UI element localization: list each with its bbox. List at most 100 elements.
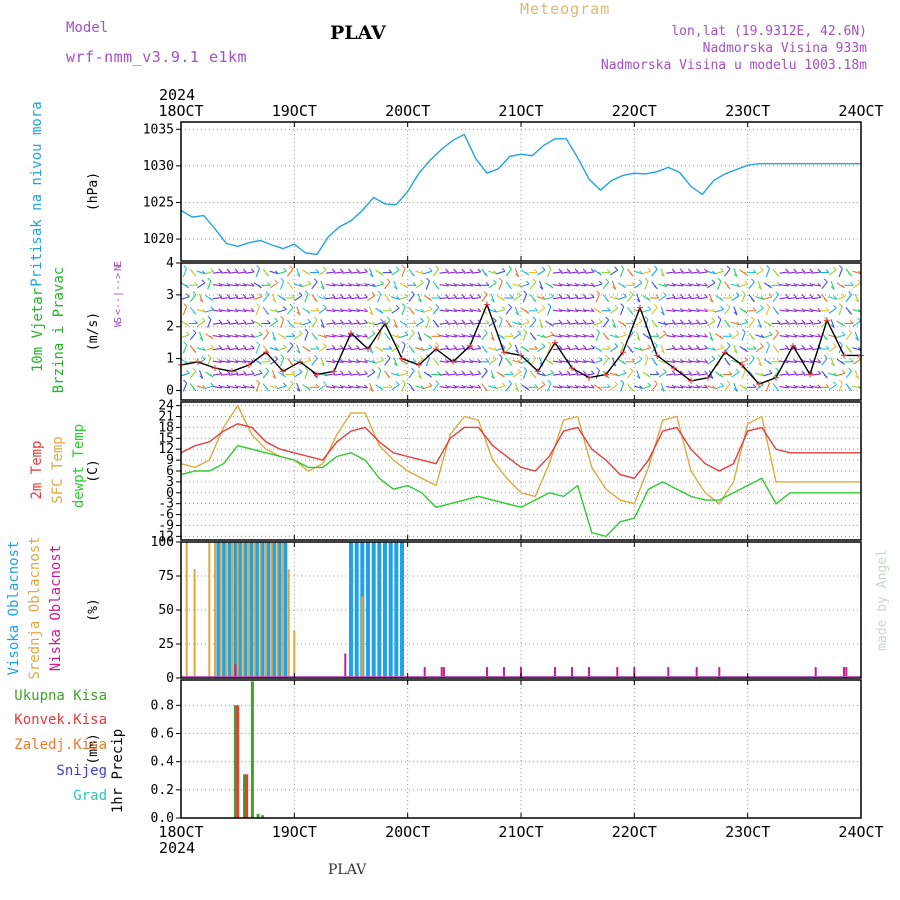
wind-barb <box>408 294 415 302</box>
wind-barb-tick <box>296 311 301 316</box>
wind-barb-tick <box>532 298 537 302</box>
wind-barb <box>674 335 684 338</box>
wind-barb <box>787 284 797 287</box>
wind-barb-tick <box>817 294 822 298</box>
wind-barb <box>455 386 465 389</box>
wind-barb <box>294 295 303 302</box>
wind-barb-tick <box>207 277 212 282</box>
wind-barb-tick <box>733 349 738 354</box>
wind-barb-tick <box>679 359 684 363</box>
wind-barb-tick <box>620 265 625 269</box>
wind-barb <box>644 357 649 367</box>
wind-barb <box>342 373 352 376</box>
cloud-bar <box>265 542 267 678</box>
wind-barb-tick <box>743 271 748 276</box>
cloud-bar <box>276 542 279 678</box>
wind-barb-tick <box>558 359 563 363</box>
cloud-bar <box>423 667 426 678</box>
wind-barb <box>609 334 619 339</box>
wind-barb <box>237 335 247 338</box>
cloud-bar <box>231 542 233 678</box>
wind-barb <box>204 347 214 351</box>
wind-barb <box>196 308 206 313</box>
cloud-bar <box>354 542 359 678</box>
wind-barb-tick <box>307 357 312 361</box>
wind-barb-tick <box>401 341 406 346</box>
wind-barb-tick <box>469 370 474 375</box>
wind-barb-tick <box>258 322 262 327</box>
high-cloud-axis-title: Visoka Oblacnost <box>6 541 22 676</box>
wind-barb-tick <box>534 269 538 273</box>
wind-barb <box>577 296 587 300</box>
wind-barb-tick <box>210 267 214 272</box>
wind-barb <box>212 271 222 274</box>
wind-barb <box>350 271 360 274</box>
wind-barb <box>560 284 570 287</box>
wind-barb-tick <box>857 317 861 322</box>
wind-barb-tick <box>671 282 676 287</box>
wind-barb <box>334 373 344 376</box>
wind-barb <box>707 320 716 327</box>
y-tick-label: 1020 <box>143 232 174 247</box>
wind-barb-tick <box>590 319 595 324</box>
wind-barb <box>220 360 230 363</box>
y-tick-label: 15 <box>158 431 174 446</box>
wind-barb-tick <box>483 291 488 295</box>
wind-barb-tick <box>192 349 197 353</box>
wind-barb-tick <box>412 281 417 286</box>
wind-barb-tick <box>720 382 724 387</box>
precip-bar <box>250 681 254 818</box>
cloud-bar <box>283 542 288 678</box>
wind-barb <box>399 372 408 377</box>
wind-barb-tick <box>508 285 512 290</box>
wind-barb <box>569 373 579 376</box>
wind-barb <box>552 296 562 300</box>
wind-barb <box>611 357 617 367</box>
wind-barb <box>471 386 481 389</box>
wind-barb <box>577 335 587 338</box>
wind-barb-tick <box>445 384 449 389</box>
wind-barb-tick <box>371 292 376 296</box>
wind-barb-tick <box>768 284 772 289</box>
wind-barb <box>514 268 520 278</box>
wind-barb <box>423 270 433 275</box>
wind-barb <box>498 280 503 290</box>
wind-barb-tick <box>445 294 449 298</box>
wind-barb <box>698 360 708 363</box>
cloud-bar <box>248 542 250 678</box>
wind-barb-tick <box>817 268 822 273</box>
wind-barb-tick <box>183 341 187 346</box>
wind-barb <box>577 386 587 389</box>
cloud-bar <box>222 542 227 678</box>
wind-barb-tick <box>461 384 466 389</box>
wind-barb-tick <box>704 359 708 363</box>
wind-barb <box>602 319 610 328</box>
y-tick-label: 3 <box>166 475 174 490</box>
wind-barb <box>471 373 481 376</box>
wind-barb <box>286 268 294 277</box>
wind-barb <box>350 360 360 363</box>
cloud-bar <box>234 664 237 678</box>
wind-barb <box>602 281 610 290</box>
wind-barb <box>585 335 595 338</box>
wind-barb <box>318 307 327 314</box>
wind-barb <box>733 382 738 392</box>
wind-barb <box>342 284 352 287</box>
wind-barb-tick <box>801 308 806 312</box>
wind-barb-tick <box>809 294 814 298</box>
wind-barb-tick <box>704 308 708 312</box>
wind-barb-tick <box>356 268 360 273</box>
wind-barb <box>342 386 352 389</box>
wind-barb <box>795 335 805 338</box>
x-tick-label-top: 22OCT <box>612 102 657 120</box>
wind-barb-tick <box>404 331 409 336</box>
precip-legend-item: Zaledj.Kisa <box>14 737 107 753</box>
wind-barb-tick <box>614 343 619 347</box>
cloud-bar <box>243 542 248 678</box>
wind-barb-tick <box>830 362 835 367</box>
cloud-bar <box>383 542 387 678</box>
wind-barb <box>488 308 498 313</box>
wind-barb-tick <box>492 279 497 284</box>
wind-barb <box>779 271 789 274</box>
wind-barb-tick <box>574 370 579 375</box>
